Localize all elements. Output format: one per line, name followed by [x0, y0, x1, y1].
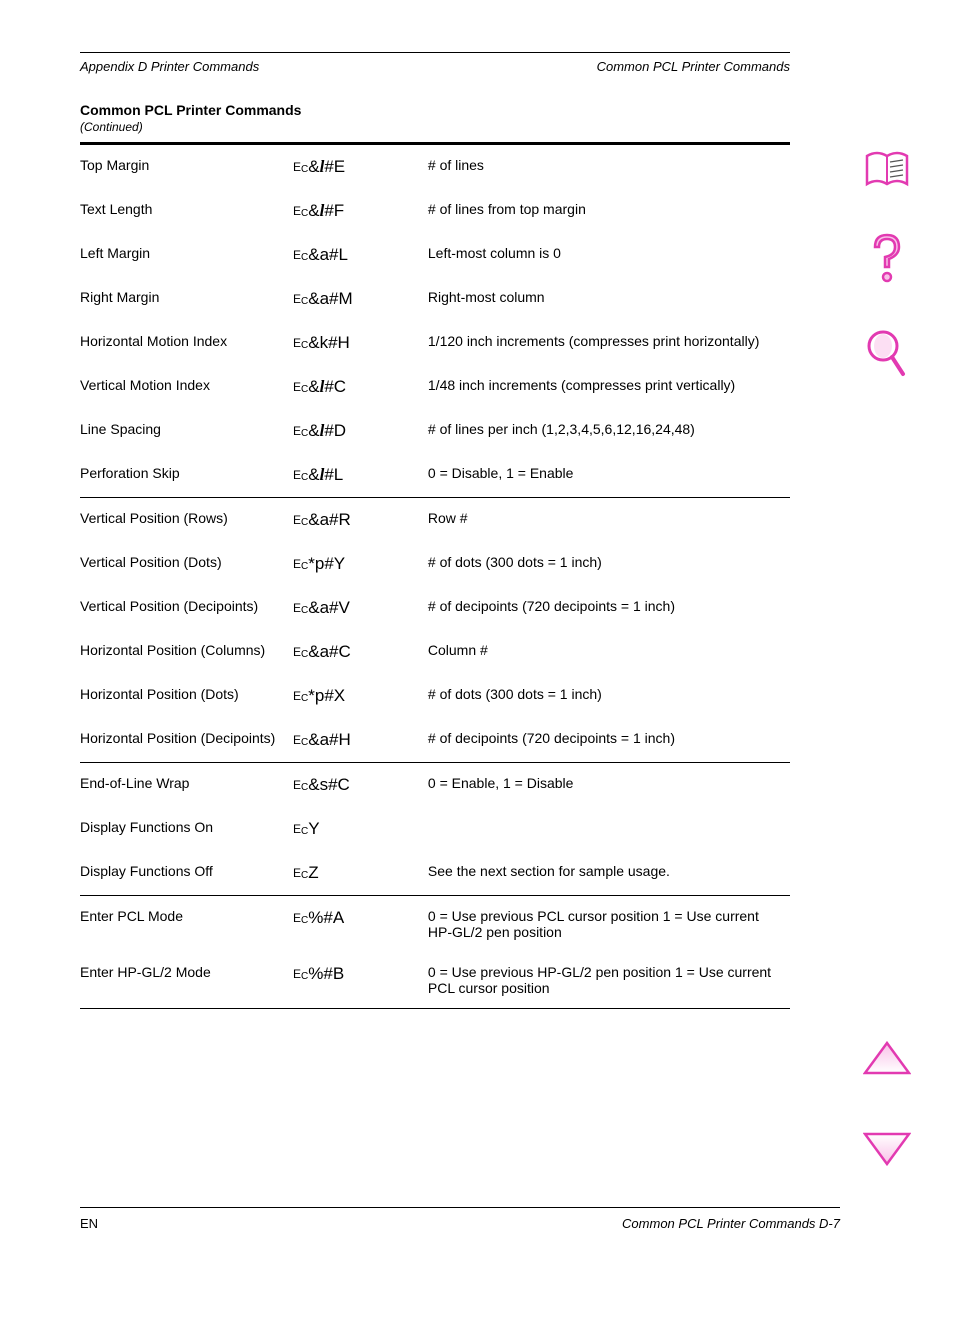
table-row: Right MarginEC&a#MRight-most column [80, 277, 790, 321]
cell-description: 0 = Use previous HP-GL/2 pen position 1 … [428, 952, 790, 1008]
cell-function: Vertical Motion Index [80, 365, 293, 409]
table-row: Horizontal Position (Decipoints)EC&a#H# … [80, 718, 790, 763]
cell-description: Row # [428, 498, 790, 543]
table-row: Horizontal Position (Columns)EC&a#CColum… [80, 630, 790, 674]
cell-command: EC&a#L [293, 233, 428, 277]
cell-function: Display Functions Off [80, 851, 293, 896]
cell-description: # of lines from top margin [428, 189, 790, 233]
cell-description: Right-most column [428, 277, 790, 321]
cell-command: EC&l#E [293, 145, 428, 189]
cell-function: Perforation Skip [80, 453, 293, 498]
cell-function: Enter PCL Mode [80, 896, 293, 953]
cell-description: 1/120 inch increments (compresses print … [428, 321, 790, 365]
cell-description: 1/48 inch increments (compresses print v… [428, 365, 790, 409]
cell-command: EC&s#C [293, 763, 428, 808]
header-right: Common PCL Printer Commands [597, 59, 790, 74]
table-row: Enter HP-GL/2 ModeEC%#B0 = Use previous … [80, 952, 790, 1008]
cell-command: EC&k#H [293, 321, 428, 365]
cell-command: EC&l#L [293, 453, 428, 498]
cell-description: 0 = Enable, 1 = Disable [428, 763, 790, 808]
cell-description: 0 = Use previous PCL cursor position 1 =… [428, 896, 790, 953]
cell-command: EC&l#F [293, 189, 428, 233]
cell-function: Horizontal Position (Columns) [80, 630, 293, 674]
cell-function: Text Length [80, 189, 293, 233]
page-header: Appendix D Printer Commands Common PCL P… [80, 59, 790, 74]
page-down-icon[interactable] [863, 1130, 911, 1171]
table-row: End-of-Line WrapEC&s#C0 = Enable, 1 = Di… [80, 763, 790, 808]
cell-description: 0 = Disable, 1 = Enable [428, 453, 790, 498]
cell-function: Vertical Position (Decipoints) [80, 586, 293, 630]
table-row: Vertical Position (Dots)EC*p#Y# of dots … [80, 542, 790, 586]
table-row: Vertical Position (Rows)EC&a#RRow # [80, 498, 790, 543]
cell-description: # of lines per inch (1,2,3,4,5,6,12,16,2… [428, 409, 790, 453]
table-continued: (Continued) [80, 120, 790, 134]
table-row: Display Functions OnECY [80, 807, 790, 851]
cell-function: Display Functions On [80, 807, 293, 851]
footer-left: EN [80, 1216, 98, 1231]
cell-function: End-of-Line Wrap [80, 763, 293, 808]
table-row: Left MarginEC&a#LLeft-most column is 0 [80, 233, 790, 277]
cell-description: Left-most column is 0 [428, 233, 790, 277]
table-row: Display Functions OffECZSee the next sec… [80, 851, 790, 896]
table-row: Horizontal Position (Dots)EC*p#X# of dot… [80, 674, 790, 718]
cell-function: Line Spacing [80, 409, 293, 453]
cell-command: EC&a#R [293, 498, 428, 543]
book-icon[interactable] [863, 150, 911, 195]
cell-function: Vertical Position (Dots) [80, 542, 293, 586]
cell-description: See the next section for sample usage. [428, 851, 790, 896]
cell-function: Right Margin [80, 277, 293, 321]
cell-command: ECY [293, 807, 428, 851]
table-title: Common PCL Printer Commands [80, 102, 790, 118]
table-row: Vertical Position (Decipoints)EC&a#V# of… [80, 586, 790, 630]
table-row: Horizontal Motion IndexEC&k#H1/120 inch … [80, 321, 790, 365]
cell-command: EC&a#V [293, 586, 428, 630]
table-row: Text LengthEC&l#F# of lines from top mar… [80, 189, 790, 233]
table-row: Line SpacingEC&l#D# of lines per inch (1… [80, 409, 790, 453]
cell-function: Left Margin [80, 233, 293, 277]
table-row: Perforation SkipEC&l#L0 = Disable, 1 = E… [80, 453, 790, 498]
cell-command: EC&a#M [293, 277, 428, 321]
cell-description: # of lines [428, 145, 790, 189]
table-caption: Common PCL Printer Commands (Continued) [80, 102, 790, 134]
cell-function: Vertical Position (Rows) [80, 498, 293, 543]
cell-command: EC&a#H [293, 718, 428, 763]
search-icon[interactable] [865, 328, 909, 385]
cell-command: EC*p#Y [293, 542, 428, 586]
cell-command: EC*p#X [293, 674, 428, 718]
cell-function: Enter HP-GL/2 Mode [80, 952, 293, 1008]
cell-description [428, 807, 790, 851]
help-icon[interactable] [867, 233, 907, 290]
table-row: Top MarginEC&l#E# of lines [80, 145, 790, 189]
page-footer: EN Common PCL Printer Commands D-7 [80, 1207, 840, 1231]
cell-description: Column # [428, 630, 790, 674]
cell-function: Top Margin [80, 145, 293, 189]
cell-description: # of decipoints (720 decipoints = 1 inch… [428, 586, 790, 630]
footer-right: Common PCL Printer Commands D-7 [622, 1216, 840, 1231]
cell-command: EC&a#C [293, 630, 428, 674]
cell-command: EC%#A [293, 896, 428, 953]
pcl-command-table: Top MarginEC&l#E# of linesText LengthEC&… [80, 145, 790, 1008]
cell-description: # of dots (300 dots = 1 inch) [428, 542, 790, 586]
page-up-icon[interactable] [863, 1041, 911, 1082]
cell-function: Horizontal Position (Decipoints) [80, 718, 293, 763]
cell-function: Horizontal Position (Dots) [80, 674, 293, 718]
table-row: Enter PCL ModeEC%#A0 = Use previous PCL … [80, 896, 790, 953]
cell-command: EC&l#D [293, 409, 428, 453]
cell-description: # of decipoints (720 decipoints = 1 inch… [428, 718, 790, 763]
cell-command: EC&l#C [293, 365, 428, 409]
table-row: Vertical Motion IndexEC&l#C1/48 inch inc… [80, 365, 790, 409]
cell-description: # of dots (300 dots = 1 inch) [428, 674, 790, 718]
cell-command: EC%#B [293, 952, 428, 1008]
cell-function: Horizontal Motion Index [80, 321, 293, 365]
cell-command: ECZ [293, 851, 428, 896]
header-left: Appendix D Printer Commands [80, 59, 259, 74]
